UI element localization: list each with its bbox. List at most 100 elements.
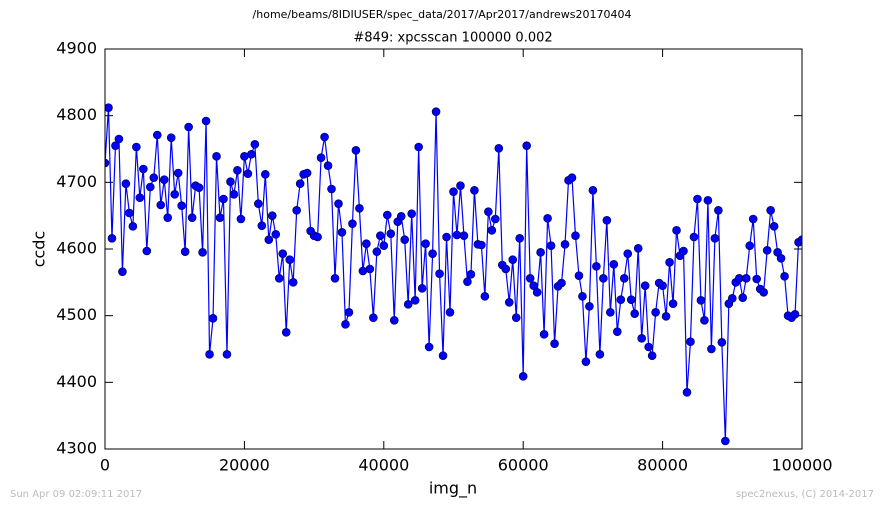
data-point	[532, 288, 542, 297]
data-point	[128, 222, 138, 231]
data-point	[714, 206, 723, 215]
data-point	[261, 170, 270, 179]
data-point	[609, 260, 619, 269]
data-point	[428, 249, 437, 258]
x-tick-label: 60000	[498, 456, 549, 475]
data-point	[163, 213, 173, 222]
data-point	[330, 274, 340, 283]
data-point	[198, 248, 207, 257]
data-point	[288, 278, 298, 287]
data-point	[351, 146, 361, 155]
data-point	[658, 281, 667, 290]
data-point	[105, 158, 110, 168]
data-point	[696, 296, 706, 305]
data-point	[396, 212, 406, 221]
x-tick-label: 40000	[358, 456, 409, 475]
footer-left: Sun Apr 09 02:09:11 2017	[10, 489, 142, 500]
y-tick-label: 4700	[56, 172, 97, 191]
data-point	[156, 200, 166, 210]
data-point	[194, 183, 204, 192]
data-point	[121, 179, 131, 188]
data-point	[369, 313, 378, 322]
data-point	[759, 288, 768, 297]
data-point	[341, 320, 350, 329]
data-point	[606, 308, 615, 317]
data-point	[665, 258, 674, 267]
data-point	[389, 316, 399, 325]
y-tick-label: 4900	[56, 39, 97, 58]
data-point	[313, 232, 322, 242]
data-point	[790, 310, 800, 319]
data-point	[668, 299, 678, 308]
data-point	[159, 175, 169, 184]
data-point	[166, 133, 176, 142]
data-point	[776, 254, 786, 263]
data-point	[222, 350, 232, 359]
data-point	[180, 247, 190, 256]
data-point	[139, 164, 148, 174]
data-point	[344, 308, 354, 317]
data-point	[623, 249, 633, 258]
data-point	[567, 173, 577, 182]
data-point	[661, 312, 671, 321]
y-tick-label: 4300	[56, 439, 97, 458]
x-tick-label: 20000	[219, 456, 270, 475]
data-point	[292, 206, 301, 215]
data-point	[766, 206, 775, 215]
data-point	[438, 351, 448, 360]
data-point	[187, 213, 197, 222]
data-point	[477, 240, 486, 250]
chart-suptitle: /home/beams/8IDIUSER/spec_data/2017/Apr2…	[253, 8, 632, 21]
data-point	[752, 274, 761, 284]
data-point	[651, 308, 660, 317]
data-point	[376, 231, 385, 240]
data-point	[741, 274, 751, 283]
data-point	[365, 264, 375, 274]
data-point	[480, 292, 490, 301]
data-point	[445, 308, 455, 317]
y-tick-label: 4500	[56, 305, 97, 324]
data-point	[247, 150, 256, 159]
data-point	[717, 338, 727, 347]
data-point	[522, 141, 531, 150]
data-point	[170, 190, 179, 199]
data-point	[630, 309, 640, 318]
data-point	[382, 210, 392, 220]
data-point	[484, 207, 493, 216]
data-point	[707, 344, 716, 354]
data-point	[557, 278, 566, 288]
data-point	[672, 226, 681, 235]
data-point	[585, 302, 594, 311]
data-point	[491, 214, 500, 224]
data-point	[362, 239, 371, 248]
data-point	[504, 298, 514, 307]
data-point	[229, 190, 239, 199]
data-point	[501, 264, 511, 274]
data-point	[546, 241, 556, 250]
data-point	[511, 313, 521, 322]
footer-right: spec2nexus, (C) 2014-2017	[736, 489, 874, 500]
data-point	[118, 267, 127, 276]
x-axis-label: img_n	[429, 479, 477, 499]
data-point	[539, 330, 549, 339]
data-point	[700, 316, 709, 325]
data-point	[633, 244, 643, 253]
data-point	[107, 234, 117, 243]
data-point	[281, 328, 291, 337]
data-point	[431, 107, 441, 116]
data-point	[463, 277, 472, 286]
data-point	[274, 274, 284, 283]
data-point	[762, 246, 772, 255]
data-point	[588, 186, 598, 195]
data-point	[435, 269, 444, 278]
data-point	[637, 334, 646, 343]
data-point	[379, 241, 389, 250]
data-point	[647, 351, 657, 360]
data-point	[111, 141, 120, 150]
data-point	[619, 274, 629, 283]
data-point	[456, 181, 465, 190]
data-point	[407, 209, 416, 218]
data-point	[135, 193, 145, 202]
